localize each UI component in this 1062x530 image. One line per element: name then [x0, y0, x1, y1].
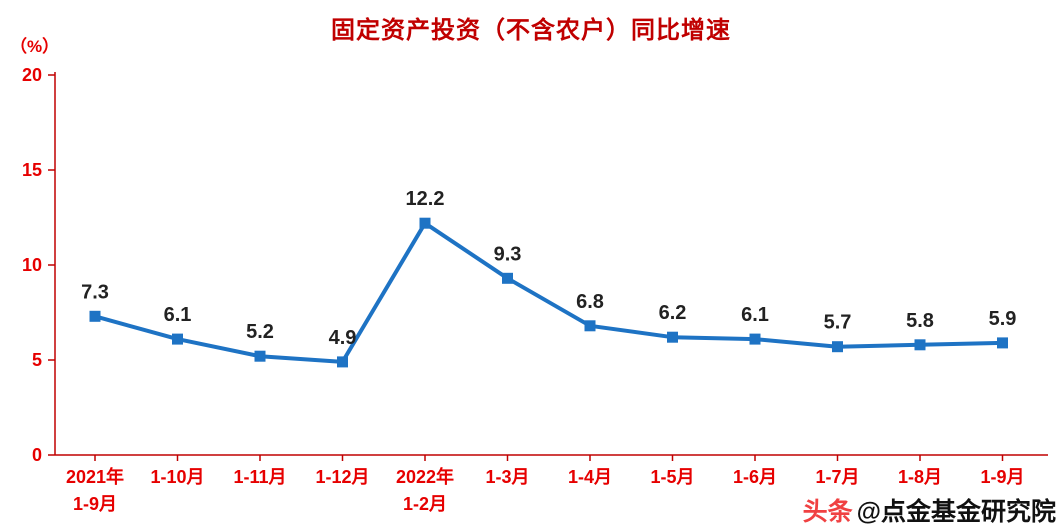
- data-point-label: 5.9: [989, 308, 1017, 330]
- x-tick-label: 1-3月: [485, 467, 529, 487]
- x-tick-label: 1-7月: [815, 467, 859, 487]
- data-point-label: 5.2: [246, 321, 274, 343]
- data-point-marker: [337, 356, 348, 368]
- data-point-label: 5.8: [906, 310, 934, 332]
- data-point-marker: [419, 217, 431, 229]
- data-point-marker: [914, 339, 926, 351]
- data-point-marker: [172, 333, 183, 345]
- y-tick-label: 0: [32, 445, 42, 465]
- watermark-handle: @点金基金研究院: [856, 498, 1056, 526]
- x-tick-label: 2021年 1-9月: [66, 466, 124, 514]
- x-tick-label: 1-6月: [733, 467, 777, 487]
- data-point-label: 9.3: [494, 243, 522, 265]
- data-point-label: 6.1: [164, 304, 192, 326]
- data-point-marker: [667, 331, 678, 343]
- y-tick-label: 5: [32, 350, 42, 370]
- x-tick-label: 2022年 1-2月: [396, 466, 454, 514]
- x-tick-label: 1-8月: [898, 467, 942, 487]
- y-tick-label: 15: [22, 160, 42, 180]
- data-point-marker: [89, 310, 101, 322]
- data-point-marker: [254, 350, 266, 362]
- x-tick-label: 1-5月: [650, 467, 694, 487]
- data-point-marker: [832, 341, 843, 353]
- x-tick-label: 1-11月: [233, 467, 286, 487]
- watermark: 头条 @点金基金研究院: [803, 492, 1056, 528]
- data-point-label: 12.2: [406, 188, 445, 210]
- x-tick-label: 1-10月: [150, 467, 204, 487]
- x-tick-label: 1-4月: [568, 467, 612, 487]
- data-point-label: 6.8: [576, 291, 604, 313]
- data-point-label: 6.1: [741, 304, 769, 326]
- y-axis-unit-label: （%）: [10, 37, 60, 56]
- data-point-label: 4.9: [329, 327, 357, 349]
- data-point-marker: [997, 337, 1008, 349]
- data-point-marker: [749, 333, 761, 345]
- series-line: [93, 221, 1005, 364]
- y-tick-label: 10: [22, 255, 42, 275]
- x-tick-label: 1-9月: [980, 467, 1024, 487]
- data-point-label: 6.2: [659, 302, 687, 324]
- data-point-marker: [584, 320, 596, 332]
- chart-title: 固定资产投资（不含农户）同比增速: [331, 17, 731, 44]
- data-point-label: 7.3: [81, 281, 109, 303]
- x-tick-label: 1-12月: [315, 467, 369, 487]
- toutiao-logo: 头条: [802, 498, 853, 526]
- data-point-label: 5.7: [824, 312, 852, 334]
- y-tick-label: 20: [22, 65, 42, 85]
- data-point-marker: [502, 272, 513, 284]
